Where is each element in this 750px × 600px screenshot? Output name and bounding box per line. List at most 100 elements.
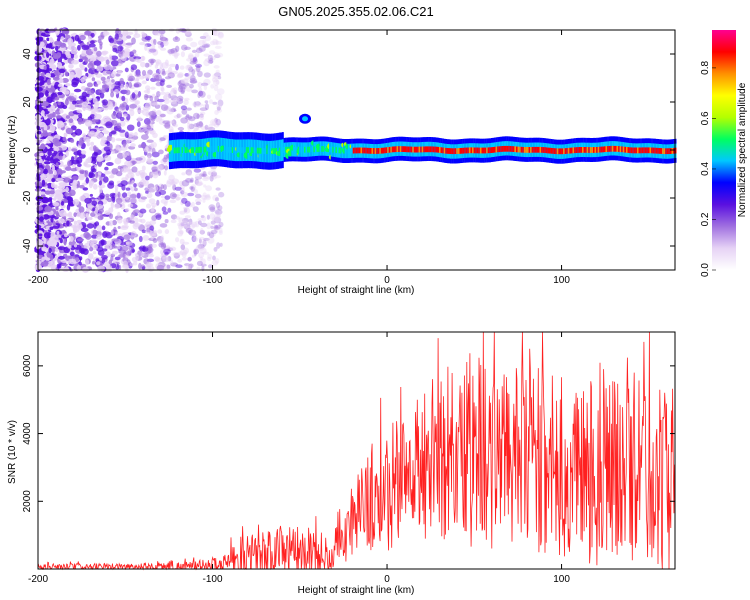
spectrogram-signal-core xyxy=(385,147,388,154)
spectrogram-noise-cell xyxy=(158,44,162,49)
spectrogram-x-tick-label: -100 xyxy=(203,275,223,286)
spectrogram-noise-cell xyxy=(54,194,61,199)
spectrogram-noise-cell xyxy=(123,234,131,240)
spectrogram-signal-core xyxy=(426,146,429,153)
spectrogram-noise-cell xyxy=(190,58,197,63)
spectrogram-noise-cell xyxy=(170,260,174,265)
spectrogram-noise-cell xyxy=(196,260,203,267)
spectrogram-noise-cell xyxy=(55,45,59,52)
spectrogram-signal-core xyxy=(641,147,644,154)
spectrogram-noise-cell xyxy=(52,165,55,172)
spectrogram-noise-cell xyxy=(111,79,115,83)
spectrogram-signal-core xyxy=(671,148,674,154)
spectrogram-noise-cell xyxy=(186,202,193,208)
snr-x-tick-label: 0 xyxy=(384,574,390,585)
spectrogram-noise-cell xyxy=(125,251,132,256)
spectrogram-noise-cell xyxy=(101,84,109,91)
spectrogram-noise-cell xyxy=(57,121,65,128)
spectrogram-noise-cell xyxy=(218,227,223,234)
spectrogram-noise-cell xyxy=(131,37,136,45)
spectrogram-noise-cell xyxy=(125,89,131,96)
spectrogram-signal-core xyxy=(233,147,236,153)
spectrogram-noise-cell xyxy=(57,246,66,251)
spectrogram-noise-cell xyxy=(151,215,157,222)
spectrogram-noise-cell xyxy=(207,54,213,62)
spectrogram-noise-cell xyxy=(144,73,151,80)
spectrogram-noise-cell xyxy=(115,28,120,34)
spectrogram-noise-cell xyxy=(76,109,83,113)
spectrogram-y-tick-label: 0 xyxy=(22,147,33,153)
spectrogram-signal-core xyxy=(478,147,481,154)
spectrogram-noise-cell xyxy=(108,265,113,272)
spectrogram-signal-core xyxy=(517,146,520,153)
spectrogram-noise-cell xyxy=(202,192,207,197)
colorbar: 0.0 0.2 0.4 0.6 0.8 Normalized spectral ampl… xyxy=(700,30,748,277)
spectrogram-noise-cell xyxy=(131,256,139,263)
spectrogram-signal-core xyxy=(172,147,174,154)
spectrogram-signal-core xyxy=(467,147,470,154)
spectrogram-noise-cell xyxy=(216,214,221,219)
spectrogram-noise-cell xyxy=(211,173,216,177)
spectrogram-noise-cell xyxy=(197,70,203,78)
spectrogram-signal-core xyxy=(549,147,551,154)
spectrogram-noise-cell xyxy=(71,81,78,88)
spectrogram-noise-cell xyxy=(173,97,180,102)
spectrogram-noise-cell xyxy=(192,101,201,108)
spectrogram-noise-cell xyxy=(52,220,56,227)
spectrogram-noise-cell xyxy=(213,29,218,36)
spectrogram-noise-cell xyxy=(122,101,128,108)
spectrogram-signal-core xyxy=(646,147,649,154)
spectrogram-signal-core xyxy=(454,148,457,154)
spectrogram-noise-cell xyxy=(215,39,219,46)
spectrogram-noise-cell xyxy=(216,242,221,249)
spectrogram-noise-cell xyxy=(81,85,86,91)
spectrogram-signal-core xyxy=(407,146,410,153)
spectrogram-noise-cell xyxy=(135,157,143,161)
spectrogram-noise-cell xyxy=(41,246,48,252)
spectrogram-noise-cell xyxy=(43,65,47,71)
spectrogram-noise-cell xyxy=(53,169,57,176)
spectrogram-noise-cell xyxy=(40,79,45,86)
spectrogram-signal-core xyxy=(217,145,220,152)
spectrogram-noise-cell xyxy=(73,212,77,218)
spectrogram-noise-cell xyxy=(56,108,60,112)
spectrogram-noise-cell xyxy=(145,85,151,91)
spectrogram-noise-cell xyxy=(107,182,115,189)
spectrogram-signal-core xyxy=(410,146,413,153)
spectrogram-noise-cell xyxy=(169,89,178,97)
spectrogram-noise-cell xyxy=(43,237,47,244)
spectrogram-signal-core xyxy=(308,146,311,153)
spectrogram-noise-cell xyxy=(186,58,193,62)
spectrogram-noise-cell xyxy=(186,65,192,69)
spectrogram-signal-core xyxy=(347,147,350,154)
spectrogram-noise-cell xyxy=(214,54,221,59)
spectrogram-noise-cell xyxy=(205,103,209,111)
spectrogram-noise-cell xyxy=(73,244,78,248)
spectrogram-noise-cell xyxy=(170,214,178,220)
spectrogram-noise-cell xyxy=(102,248,108,252)
spectrogram-noise-cell xyxy=(71,148,78,152)
spectrogram-noise-cell xyxy=(65,266,69,271)
spectrogram-noise-cell xyxy=(145,95,153,99)
spectrogram-noise-cell xyxy=(175,27,181,34)
spectrogram-noise-cell xyxy=(70,92,75,97)
spectrogram-noise-cell xyxy=(196,245,202,250)
spectrogram-noise-cell xyxy=(177,126,185,131)
spectrogram-signal-core xyxy=(503,145,506,152)
spectrogram-noise-cell xyxy=(125,196,129,200)
spectrogram-noise-cell xyxy=(89,114,96,120)
spectrogram-noise-cell xyxy=(115,144,120,151)
spectrogram-noise-cell xyxy=(99,43,103,50)
spectrogram-noise-cell xyxy=(191,201,195,209)
spectrogram-x-tick-label: 0 xyxy=(384,275,390,286)
spectrogram-noise-cell xyxy=(81,52,87,57)
spectrogram-signal-core xyxy=(574,147,576,154)
spectrogram-noise-cell xyxy=(52,64,57,70)
spectrogram-noise-cell xyxy=(77,44,81,51)
spectrogram-noise-cell xyxy=(205,185,213,192)
spectrogram-noise-cell xyxy=(143,90,150,93)
spectrogram-noise-cell xyxy=(215,224,222,229)
spectrogram-noise-cell xyxy=(47,263,53,268)
spectrogram-noise-cell xyxy=(163,248,171,255)
spectrogram-noise-cell xyxy=(141,80,147,85)
